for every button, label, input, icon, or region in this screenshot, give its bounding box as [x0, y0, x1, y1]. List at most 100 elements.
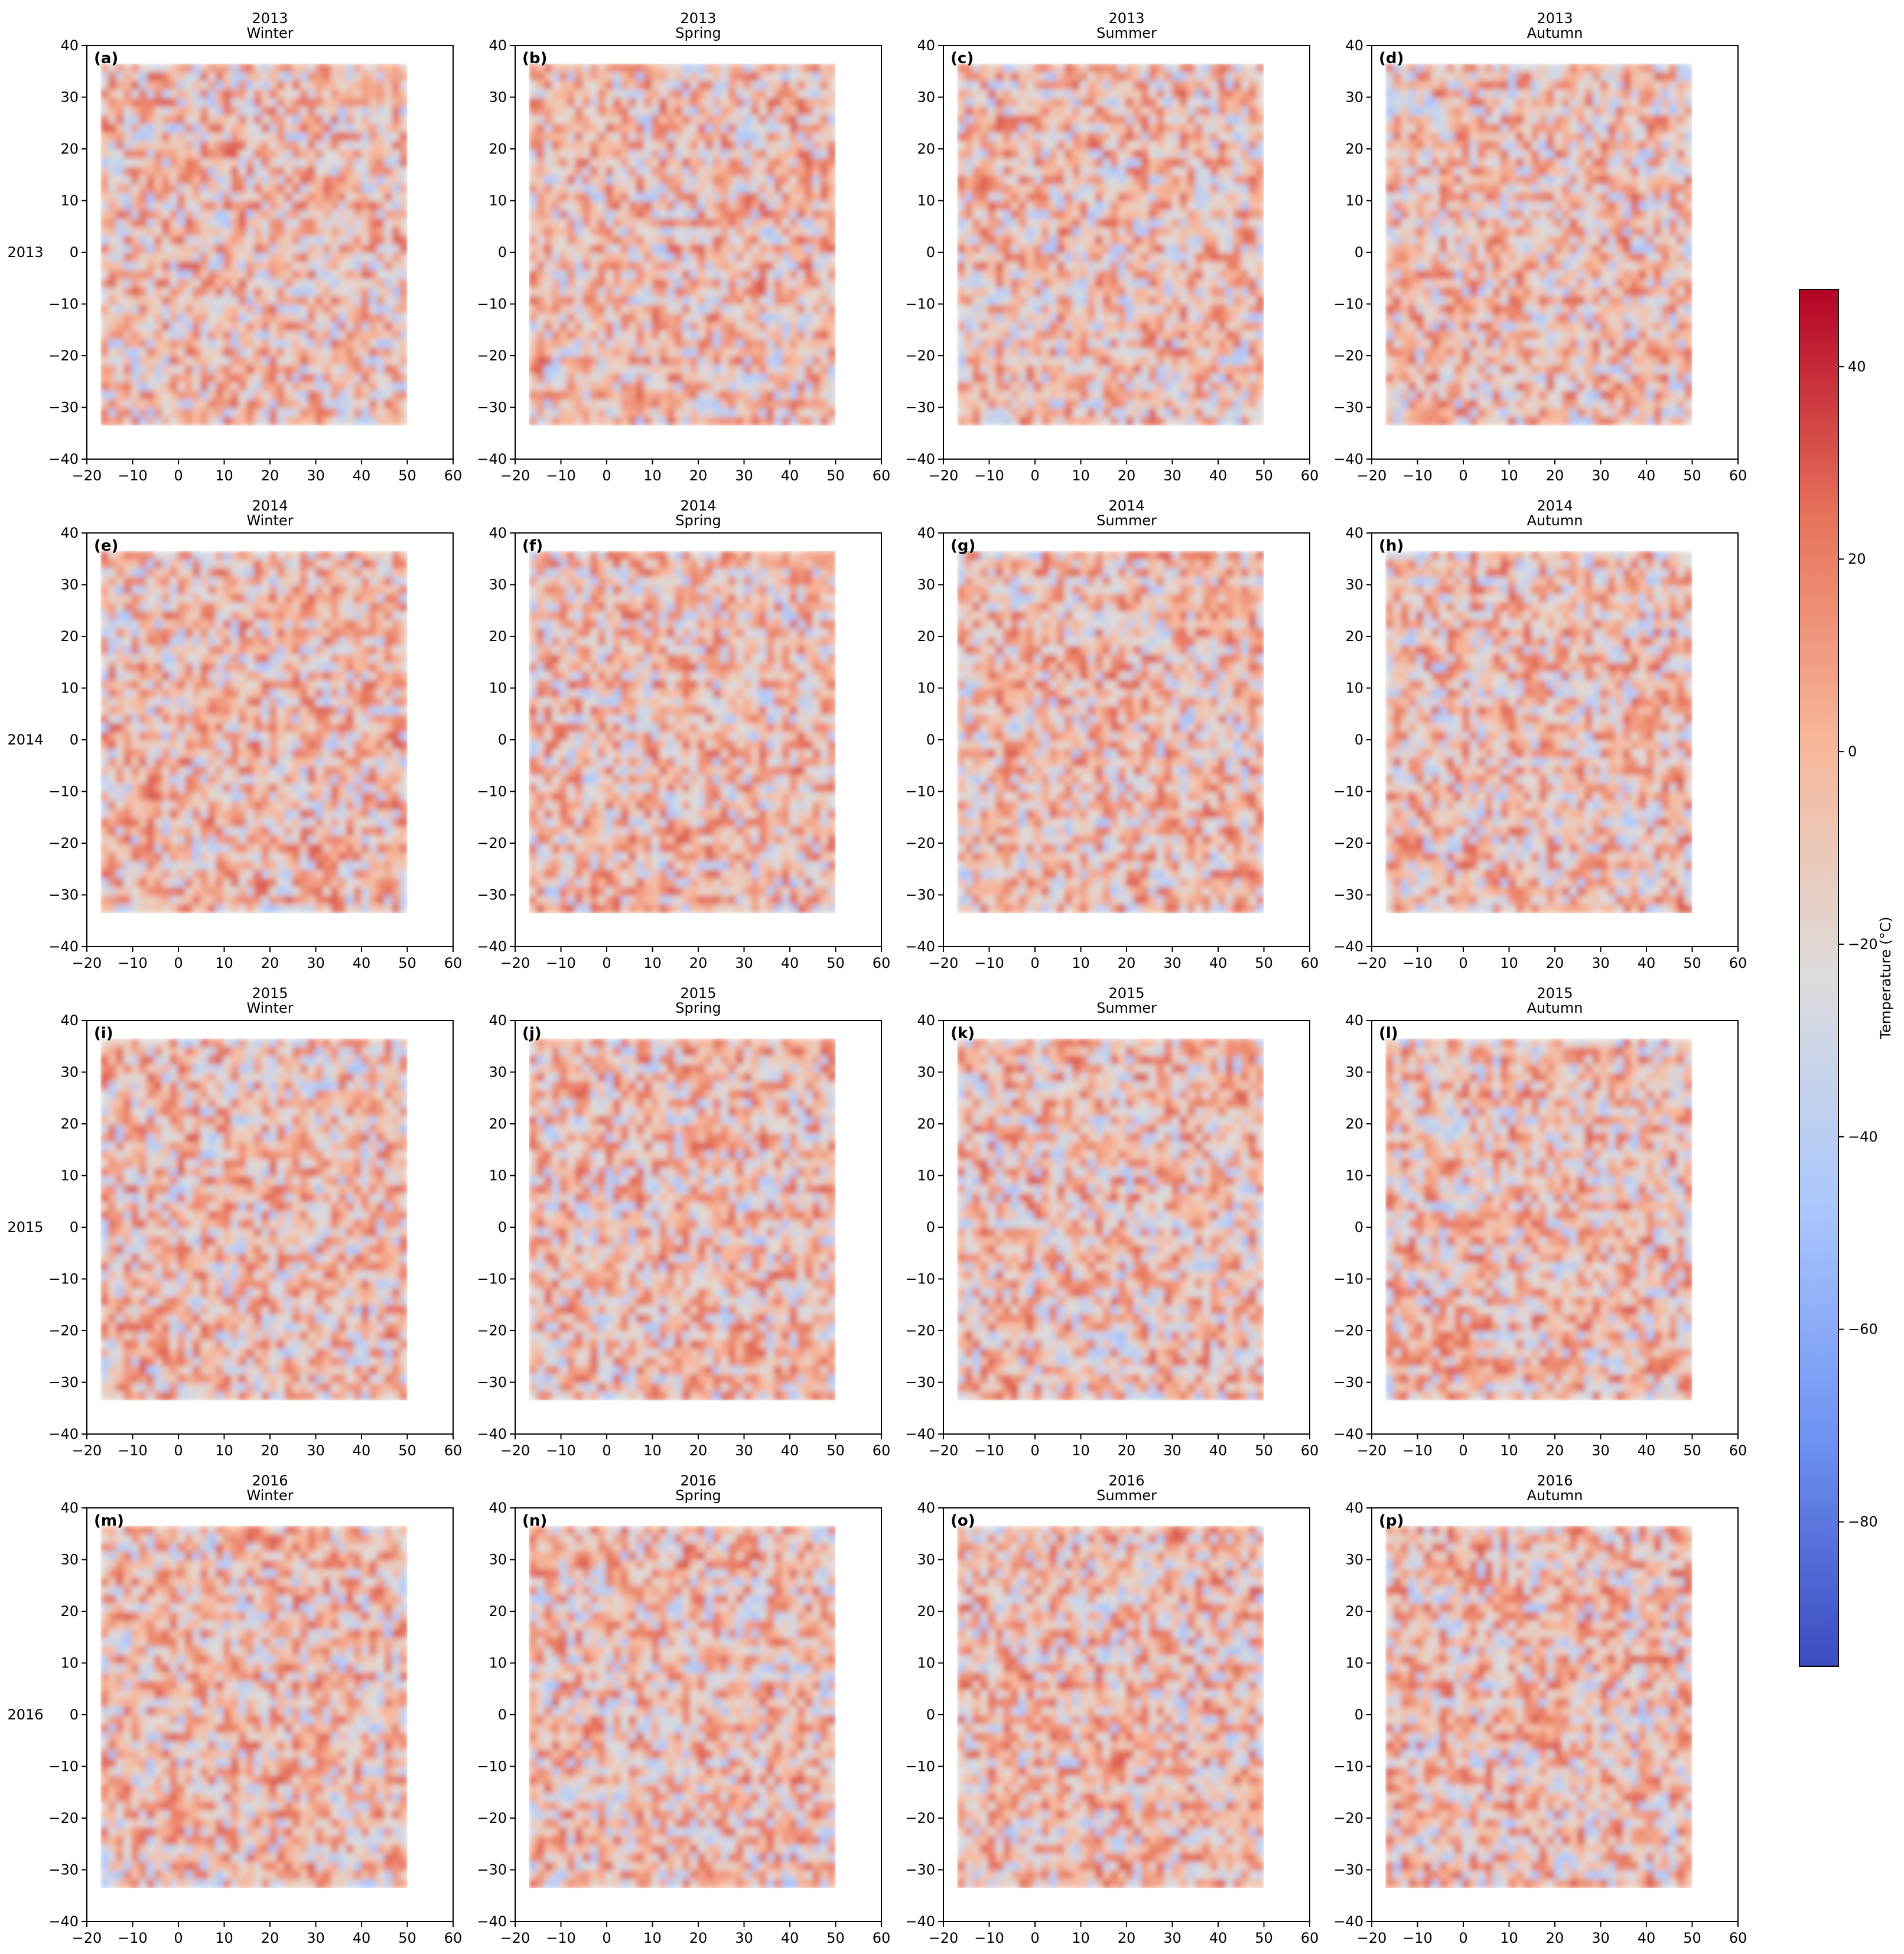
y-tick-label: −30	[48, 887, 79, 903]
row-label: 2013	[7, 244, 43, 261]
y-tick-label: 20	[917, 1116, 935, 1132]
x-tick-label: 50	[398, 1930, 416, 1946]
y-tick-label: 20	[1345, 1116, 1363, 1132]
panel-title-season: Winter	[246, 1000, 293, 1016]
x-tick-label: 10	[1500, 1930, 1518, 1946]
panel-letter: (g)	[951, 537, 975, 555]
y-tick-label: 40	[917, 1012, 935, 1029]
x-tick-label: 10	[215, 955, 233, 971]
x-tick-label: 20	[1546, 955, 1564, 971]
y-tick-label: 0	[70, 731, 79, 748]
panel-title-year: 2013	[252, 10, 288, 27]
panel-title-season: Spring	[675, 1487, 721, 1504]
y-tick-label: 20	[917, 1603, 935, 1620]
panel-letter: (m)	[94, 1512, 124, 1530]
panel-title-season: Summer	[1096, 25, 1157, 41]
x-tick-label: 60	[444, 1930, 463, 1946]
x-tick-label: −20	[500, 1930, 530, 1946]
colorbar-tick-label: 0	[1848, 743, 1857, 760]
x-tick-label: 0	[1030, 1442, 1039, 1459]
x-tick-label: 10	[643, 955, 662, 971]
panel-title-year: 2013	[680, 10, 716, 27]
y-tick-label: 30	[1345, 1552, 1363, 1568]
panel-letter: (o)	[951, 1512, 975, 1530]
y-tick-label: −30	[477, 1374, 507, 1391]
x-tick-label: 60	[1729, 1930, 1747, 1946]
y-tick-label: 0	[1355, 731, 1363, 748]
x-tick-label: 40	[781, 467, 799, 484]
x-tick-label: −20	[1357, 467, 1387, 484]
y-tick-label: 0	[926, 1219, 935, 1236]
x-tick-label: 60	[1729, 1442, 1747, 1459]
x-tick-label: −20	[929, 955, 959, 971]
y-tick-label: −20	[48, 1810, 79, 1826]
y-tick-label: 10	[60, 1655, 79, 1672]
x-tick-label: 20	[261, 467, 279, 484]
temperature-field	[957, 1039, 1264, 1401]
x-tick-label: 60	[444, 955, 463, 971]
y-tick-label: 0	[70, 1219, 79, 1236]
x-tick-label: 60	[444, 467, 463, 484]
panel-title-year: 2016	[252, 1472, 288, 1489]
x-tick-label: −10	[1402, 1442, 1433, 1459]
colorbar-tick-label: −80	[1848, 1514, 1878, 1530]
y-tick-label: −30	[905, 1862, 935, 1878]
y-tick-label: 10	[917, 1168, 935, 1184]
y-tick-label: 20	[917, 141, 935, 157]
x-tick-label: 60	[1729, 467, 1747, 484]
panel-letter: (a)	[94, 50, 118, 67]
y-tick-label: 20	[1345, 628, 1363, 645]
x-tick-label: −20	[500, 467, 530, 484]
x-tick-label: −10	[974, 1930, 1004, 1946]
panel-title-season: Summer	[1096, 512, 1157, 529]
y-tick-label: 20	[917, 628, 935, 645]
y-tick-label: −10	[48, 1271, 79, 1288]
panel-title-season: Autumn	[1527, 1000, 1583, 1016]
panel-title-season: Winter	[246, 1487, 293, 1504]
y-tick-label: −30	[1333, 1374, 1363, 1391]
x-tick-label: 50	[1683, 955, 1701, 971]
y-tick-label: 20	[60, 1603, 79, 1620]
y-tick-label: 0	[498, 1706, 507, 1723]
x-tick-label: −10	[546, 1442, 576, 1459]
colorbar-label: Temperature (°C)	[1877, 916, 1894, 1039]
x-tick-label: 0	[174, 955, 183, 971]
y-tick-label: 40	[60, 37, 79, 54]
x-tick-label: 10	[1500, 467, 1518, 484]
x-tick-label: 50	[1683, 1442, 1701, 1459]
x-tick-label: 30	[1591, 1930, 1610, 1946]
y-tick-label: −20	[1333, 1322, 1363, 1339]
y-tick-label: −20	[905, 835, 935, 851]
colorbar-gradient	[1799, 290, 1838, 1666]
y-tick-label: −30	[905, 887, 935, 903]
panel-title-season: Autumn	[1527, 1487, 1583, 1504]
y-tick-label: −20	[1333, 835, 1363, 851]
colorbar-tick-label: −40	[1848, 1129, 1878, 1145]
colorbar-tick-label: 20	[1848, 551, 1866, 567]
temperature-field	[957, 64, 1264, 426]
y-tick-label: −30	[48, 1862, 79, 1878]
y-tick-label: 0	[70, 244, 79, 261]
x-tick-label: 0	[1459, 955, 1467, 971]
y-tick-label: 40	[1345, 1012, 1363, 1029]
x-tick-label: 60	[873, 955, 891, 971]
y-tick-label: 40	[917, 37, 935, 54]
x-tick-label: 50	[1255, 467, 1273, 484]
y-tick-label: 30	[917, 89, 935, 106]
panel-title-year: 2015	[1537, 985, 1573, 1002]
y-tick-label: 40	[60, 1012, 79, 1029]
y-tick-label: 0	[1355, 244, 1363, 261]
y-tick-label: 40	[60, 1500, 79, 1516]
x-tick-label: 60	[873, 467, 891, 484]
y-tick-label: 0	[498, 731, 507, 748]
x-tick-label: −20	[929, 467, 959, 484]
y-tick-label: 10	[1345, 1168, 1363, 1184]
panel-title-year: 2013	[1108, 10, 1144, 27]
x-tick-label: 0	[1030, 1930, 1039, 1946]
panel-letter: (d)	[1379, 50, 1404, 67]
x-tick-label: 20	[1118, 1442, 1136, 1459]
x-tick-label: 50	[1683, 467, 1701, 484]
panel-title-season: Summer	[1096, 1487, 1157, 1504]
